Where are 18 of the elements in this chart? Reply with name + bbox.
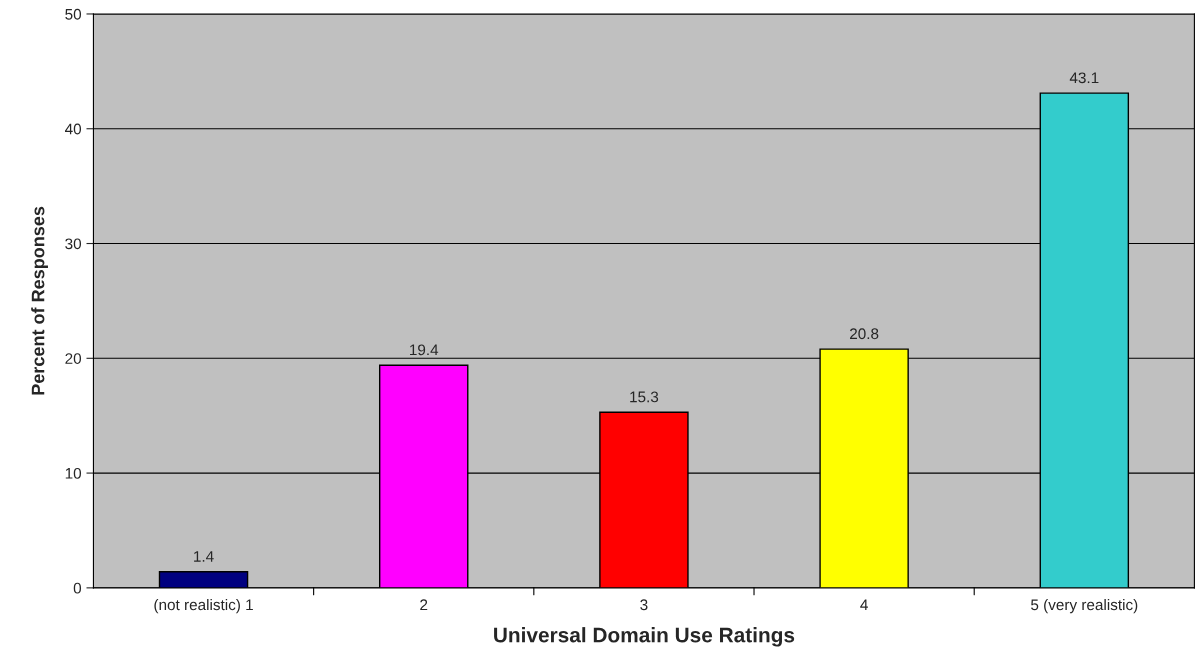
y-tick-label: 0 (73, 582, 82, 594)
x-axis-title: Universal Domain Use Ratings (494, 627, 795, 647)
x-tick-label: 4 (860, 599, 868, 611)
y-tick-label: 30 (65, 238, 82, 250)
x-tick-label: 5 (very realistic) (1031, 598, 1138, 614)
x-tick-label: 3 (640, 599, 648, 611)
x-tick-label: 2 (420, 599, 428, 611)
y-tick-label: 20 (65, 353, 82, 364)
y-axis-title: Percent of Responses (31, 206, 48, 395)
data-label: 1.4 (194, 551, 214, 562)
data-label: 15.3 (630, 391, 659, 403)
y-tick-label: 40 (65, 123, 82, 135)
data-label: 19.4 (410, 344, 439, 356)
data-label: 43.1 (1069, 72, 1099, 84)
x-tick-label: (not realistic) 1 (154, 598, 253, 614)
y-tick-label: 50 (65, 8, 82, 20)
y-tick-label: 10 (65, 467, 82, 479)
data-label: 20.8 (850, 328, 879, 340)
